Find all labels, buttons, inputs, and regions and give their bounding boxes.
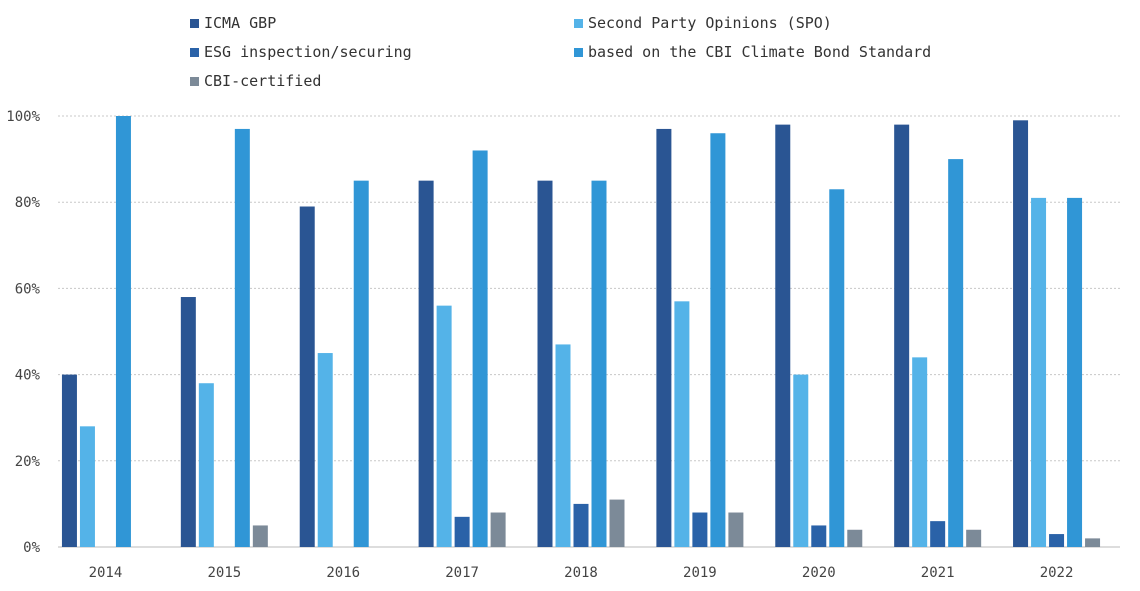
legend-item: based on the CBI Climate Bond Standard [574,43,931,61]
bar [793,374,809,547]
bar [591,180,607,547]
bar [674,301,690,547]
bar [710,133,726,548]
bar [829,189,845,547]
legend-swatch-cbi-standard [574,47,583,57]
y-tick-label: 60% [15,281,41,297]
y-tick-label: 80% [15,195,41,211]
legend-item: Second Party Opinions (SPO) [574,14,832,32]
bar [537,180,553,547]
bar [472,150,488,548]
legend-label: ICMA GBP [204,14,277,32]
bar [234,128,250,547]
x-tick-label: 2016 [326,565,360,581]
legend-label: ESG inspection/securing [204,43,412,61]
bar [894,124,910,548]
bar [436,305,452,547]
bar [490,512,506,547]
bar [656,128,672,547]
y-tick-label: 40% [15,368,41,384]
bar [692,512,708,547]
legend-label: based on the CBI Climate Bond Standard [588,43,932,61]
x-tick-label: 2020 [802,565,836,581]
y-tick-label: 100% [6,109,40,125]
bar [775,124,791,548]
bar [1067,197,1083,547]
bar [847,529,863,547]
bar [728,512,744,547]
bar [299,206,315,547]
bar [966,529,982,547]
bar [198,383,214,547]
bar [811,525,827,547]
bar [1085,538,1101,547]
bar [454,516,470,547]
bar [79,426,95,547]
bar [930,521,946,547]
bar [573,503,589,547]
legend-swatch-cbi-certified [190,76,199,86]
bar [353,180,369,547]
bar [948,159,964,547]
legend-item: CBI-certified [190,72,321,90]
bar [61,374,77,547]
x-tick-label: 2019 [683,565,717,581]
y-tick-label: 0% [23,540,40,556]
legend-swatch-esg [190,47,199,57]
bar [1049,534,1065,547]
bar [912,357,928,547]
legend-swatch-spo [574,18,583,28]
bar [609,499,625,547]
bar [115,116,131,547]
x-tick-label: 2018 [564,565,598,581]
x-tick-label: 2021 [921,565,955,581]
legend-label: Second Party Opinions (SPO) [588,14,832,32]
bar [1031,197,1047,547]
x-tick-label: 2022 [1040,565,1074,581]
legend-item: ICMA GBP [190,14,276,32]
legend-item: ESG inspection/securing [190,43,412,61]
legend-label: CBI-certified [204,72,322,90]
bar [1013,120,1029,547]
legend-swatch-icma-gbp [190,18,199,28]
bar [180,297,196,547]
bar [555,344,571,547]
y-tick-label: 20% [15,454,41,470]
bar [317,353,333,547]
x-tick-label: 2017 [445,565,479,581]
x-tick-label: 2015 [207,565,241,581]
bar [252,525,268,547]
bar [418,180,434,547]
x-tick-label: 2014 [89,565,123,581]
